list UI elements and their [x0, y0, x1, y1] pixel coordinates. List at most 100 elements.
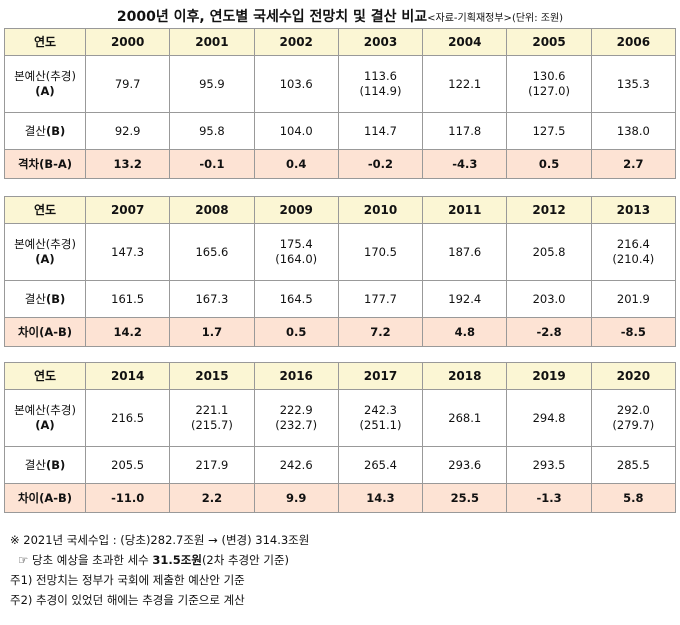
settlement-cell: 114.7 [337, 112, 424, 150]
budget-cell: 95.9 [169, 55, 255, 113]
budget-cell: 165.6 [169, 223, 255, 281]
note-line-4: 주2) 추경이 있었던 해에는 추경을 기준으로 계산 [10, 593, 245, 607]
year-cell: 2010 [337, 196, 424, 224]
settlement-cell: 242.6 [253, 446, 339, 484]
settlement-cell: 127.5 [506, 112, 592, 150]
comparison-table-3: 연도 2014 2015 2016 2017 2018 2019 2020 본예산(추경) (A)… [4, 362, 677, 513]
settlement-cell: 167.3 [169, 280, 255, 318]
budget-value: 216.5 [111, 410, 145, 425]
year-cell: 2009 [253, 196, 339, 224]
difference-cell: 13.2 [84, 149, 171, 179]
budget-value: 130.6 [532, 69, 566, 83]
budget-cell: 130.6 (127.0) [506, 55, 592, 113]
settlement-cell: 217.9 [169, 446, 255, 484]
budget-value: 268.1 [448, 410, 482, 425]
header-label: 연도 [4, 196, 86, 224]
difference-label: 차이(A-B) [4, 483, 86, 513]
budget-supp-value: (127.0) [528, 84, 570, 98]
comparison-table-1: 연도 2000 2001 2002 2003 2004 2005 2006 본예산(추경) (A)… [4, 28, 677, 179]
budget-label-a: 본예산(추경) [14, 237, 76, 251]
budget-cell: 113.6 (114.9) [337, 55, 424, 113]
budget-cell: 187.6 [422, 223, 508, 281]
settlement-cell: 192.4 [422, 280, 508, 318]
year-cell: 2018 [422, 362, 508, 390]
difference-cell: 5.8 [590, 483, 677, 513]
budget-value: 216.4 [616, 237, 650, 251]
settlement-cell: 164.5 [253, 280, 339, 318]
settlement-cell: 265.4 [337, 446, 424, 484]
budget-value: 221.1 [195, 403, 229, 417]
budget-value: 103.6 [279, 76, 313, 91]
budget-label-a: 본예산(추경) [14, 403, 76, 417]
budget-cell: 147.3 [84, 223, 171, 281]
year-cell: 2007 [84, 196, 171, 224]
budget-value: 205.8 [532, 244, 566, 259]
budget-label-b: (A) [35, 84, 55, 98]
settlement-cell: 285.5 [590, 446, 677, 484]
budget-supp-value: (215.7) [190, 418, 233, 432]
budget-value: 147.3 [111, 244, 145, 259]
year-cell: 2014 [84, 362, 171, 390]
settlement-cell: 293.5 [506, 446, 592, 484]
page-title: 2000년 이후, 연도별 국세수입 전망치 및 결산 비교<자료-기획재정부>… [0, 6, 680, 26]
budget-cell: 294.8 [506, 389, 592, 447]
difference-cell: 2.7 [590, 149, 677, 179]
difference-cell: -8.5 [590, 317, 677, 347]
note-line-2-suffix: (2차 추경안 기준) [201, 553, 290, 567]
budget-value: 95.9 [199, 76, 225, 91]
year-cell: 2000 [84, 28, 171, 56]
settlement-label-b: (B) [45, 291, 66, 306]
difference-cell: -2.8 [506, 317, 592, 347]
budget-supp-value: (279.7) [612, 418, 655, 432]
year-cell: 2001 [169, 28, 255, 56]
budget-value: 175.4 [279, 237, 313, 251]
budget-label: 본예산(추경) (A) [4, 55, 86, 113]
budget-cell: 135.3 [590, 55, 677, 113]
year-cell: 2019 [506, 362, 592, 390]
budget-value: 165.6 [195, 244, 229, 259]
budget-cell: 268.1 [422, 389, 508, 447]
year-cell: 2013 [590, 196, 677, 224]
year-cell: 2005 [506, 28, 592, 56]
budget-label: 본예산(추경) (A) [4, 223, 86, 281]
settlement-cell: 293.6 [422, 446, 508, 484]
difference-label: 격차(B-A) [4, 149, 86, 179]
budget-cell: 216.4 (210.4) [590, 223, 677, 281]
note-line-2-prefix: ☞ 당초 예상을 초과한 세수 [18, 553, 153, 567]
settlement-cell: 117.8 [422, 112, 508, 150]
budget-cell: 222.9 (232.7) [253, 389, 339, 447]
difference-cell: -0.2 [337, 149, 424, 179]
difference-cell: 2.2 [169, 483, 255, 513]
header-label: 연도 [4, 28, 86, 56]
settlement-cell: 138.0 [590, 112, 677, 150]
difference-cell: -0.1 [169, 149, 255, 179]
year-cell: 2012 [506, 196, 592, 224]
budget-value: 222.9 [279, 403, 313, 417]
year-cell: 2011 [422, 196, 508, 224]
source-text: <자료-기획재정부> [427, 13, 512, 24]
note-line-2: ☞ 당초 예상을 초과한 세수 31.5조원(2차 추경안 기준) [10, 550, 309, 570]
budget-cell: 205.8 [506, 223, 592, 281]
settlement-cell: 161.5 [84, 280, 171, 318]
budget-label-b: (A) [35, 418, 55, 432]
year-cell: 2006 [590, 28, 677, 56]
settlement-label-b: (B) [45, 457, 66, 472]
difference-cell: 4.8 [422, 317, 508, 347]
year-cell: 2020 [590, 362, 677, 390]
budget-value: 79.7 [114, 76, 141, 91]
difference-cell: -4.3 [422, 149, 508, 179]
difference-cell: 25.5 [422, 483, 508, 513]
difference-cell: 14.3 [337, 483, 424, 513]
budget-cell: 170.5 [337, 223, 424, 281]
budget-value: 113.6 [364, 69, 397, 83]
settlement-label-b: (B) [45, 123, 66, 138]
year-cell: 2016 [253, 362, 339, 390]
year-cell: 2002 [253, 28, 339, 56]
notes: ※ 2021년 국세수입 : (당초)282.7조원 → (변경) 314.3조… [10, 530, 309, 610]
note-line-3: 주1) 전망치는 정부가 국회에 제출한 예산안 기준 [10, 573, 245, 587]
year-cell: 2017 [337, 362, 424, 390]
budget-label: 본예산(추경) (A) [4, 389, 86, 447]
budget-label-a: 본예산(추경) [14, 69, 76, 83]
difference-cell: -1.3 [506, 483, 592, 513]
difference-cell: -11.0 [84, 483, 171, 513]
